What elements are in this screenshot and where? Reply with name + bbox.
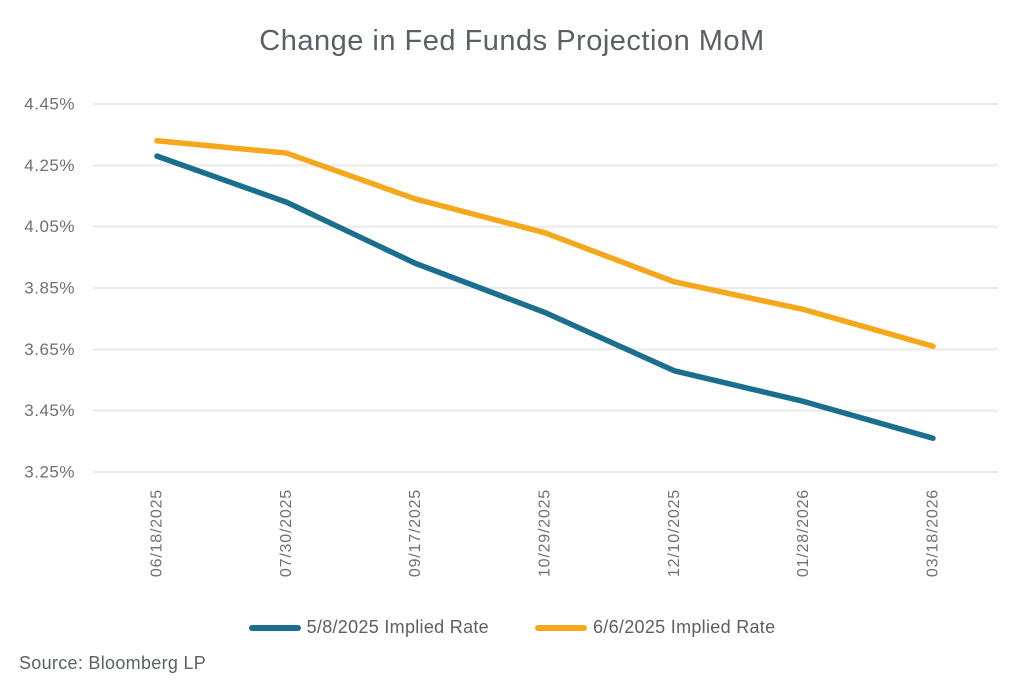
series2-line-swatch-icon [535, 624, 587, 631]
series1-line-swatch-icon [248, 624, 301, 631]
series-line-1 [154, 153, 936, 442]
y-axis-tick-label: 3.45% [24, 401, 75, 420]
chart-title: Change in Fed Funds Projection MoM [259, 25, 765, 57]
x-axis-tick-label: 03/18/2026 [925, 489, 942, 577]
y-axis-tick-label: 3.85% [24, 279, 75, 298]
x-axis-tick-label: 12/10/2025 [666, 489, 683, 577]
y-axis-tick-label: 3.65% [24, 340, 75, 359]
series-line-2 [154, 138, 936, 350]
source-credit: Source: Bloomberg LP [19, 653, 207, 673]
x-axis-tick-label: 01/28/2026 [795, 489, 812, 577]
y-axis-tick-label: 4.25% [24, 156, 75, 175]
chart-legend: 5/8/2025 Implied Rate 6/6/2025 Implied R… [0, 617, 1024, 638]
legend-item-series2: 6/6/2025 Implied Rate [535, 617, 775, 638]
legend-label-series1: 5/8/2025 Implied Rate [306, 617, 489, 637]
legend-label-series2: 6/6/2025 Implied Rate [593, 617, 776, 637]
x-axis-tick-label: 06/18/2025 [149, 489, 166, 577]
x-axis-tick-label: 10/29/2025 [537, 489, 554, 577]
y-axis-tick-label: 4.05% [24, 217, 75, 236]
legend-item-series1: 5/8/2025 Implied Rate [248, 617, 489, 638]
y-axis-tick-label: 3.25% [24, 463, 75, 482]
y-axis-tick-label: 4.45% [24, 95, 75, 114]
line-chart-plot: 4.45% 4.25% 4.05% 3.85% 3.65% 3.45% 3.25% 06/18… [24, 95, 998, 577]
x-axis-tick-label: 09/17/2025 [407, 489, 424, 577]
x-axis-tick-label: 07/30/2025 [278, 489, 295, 577]
